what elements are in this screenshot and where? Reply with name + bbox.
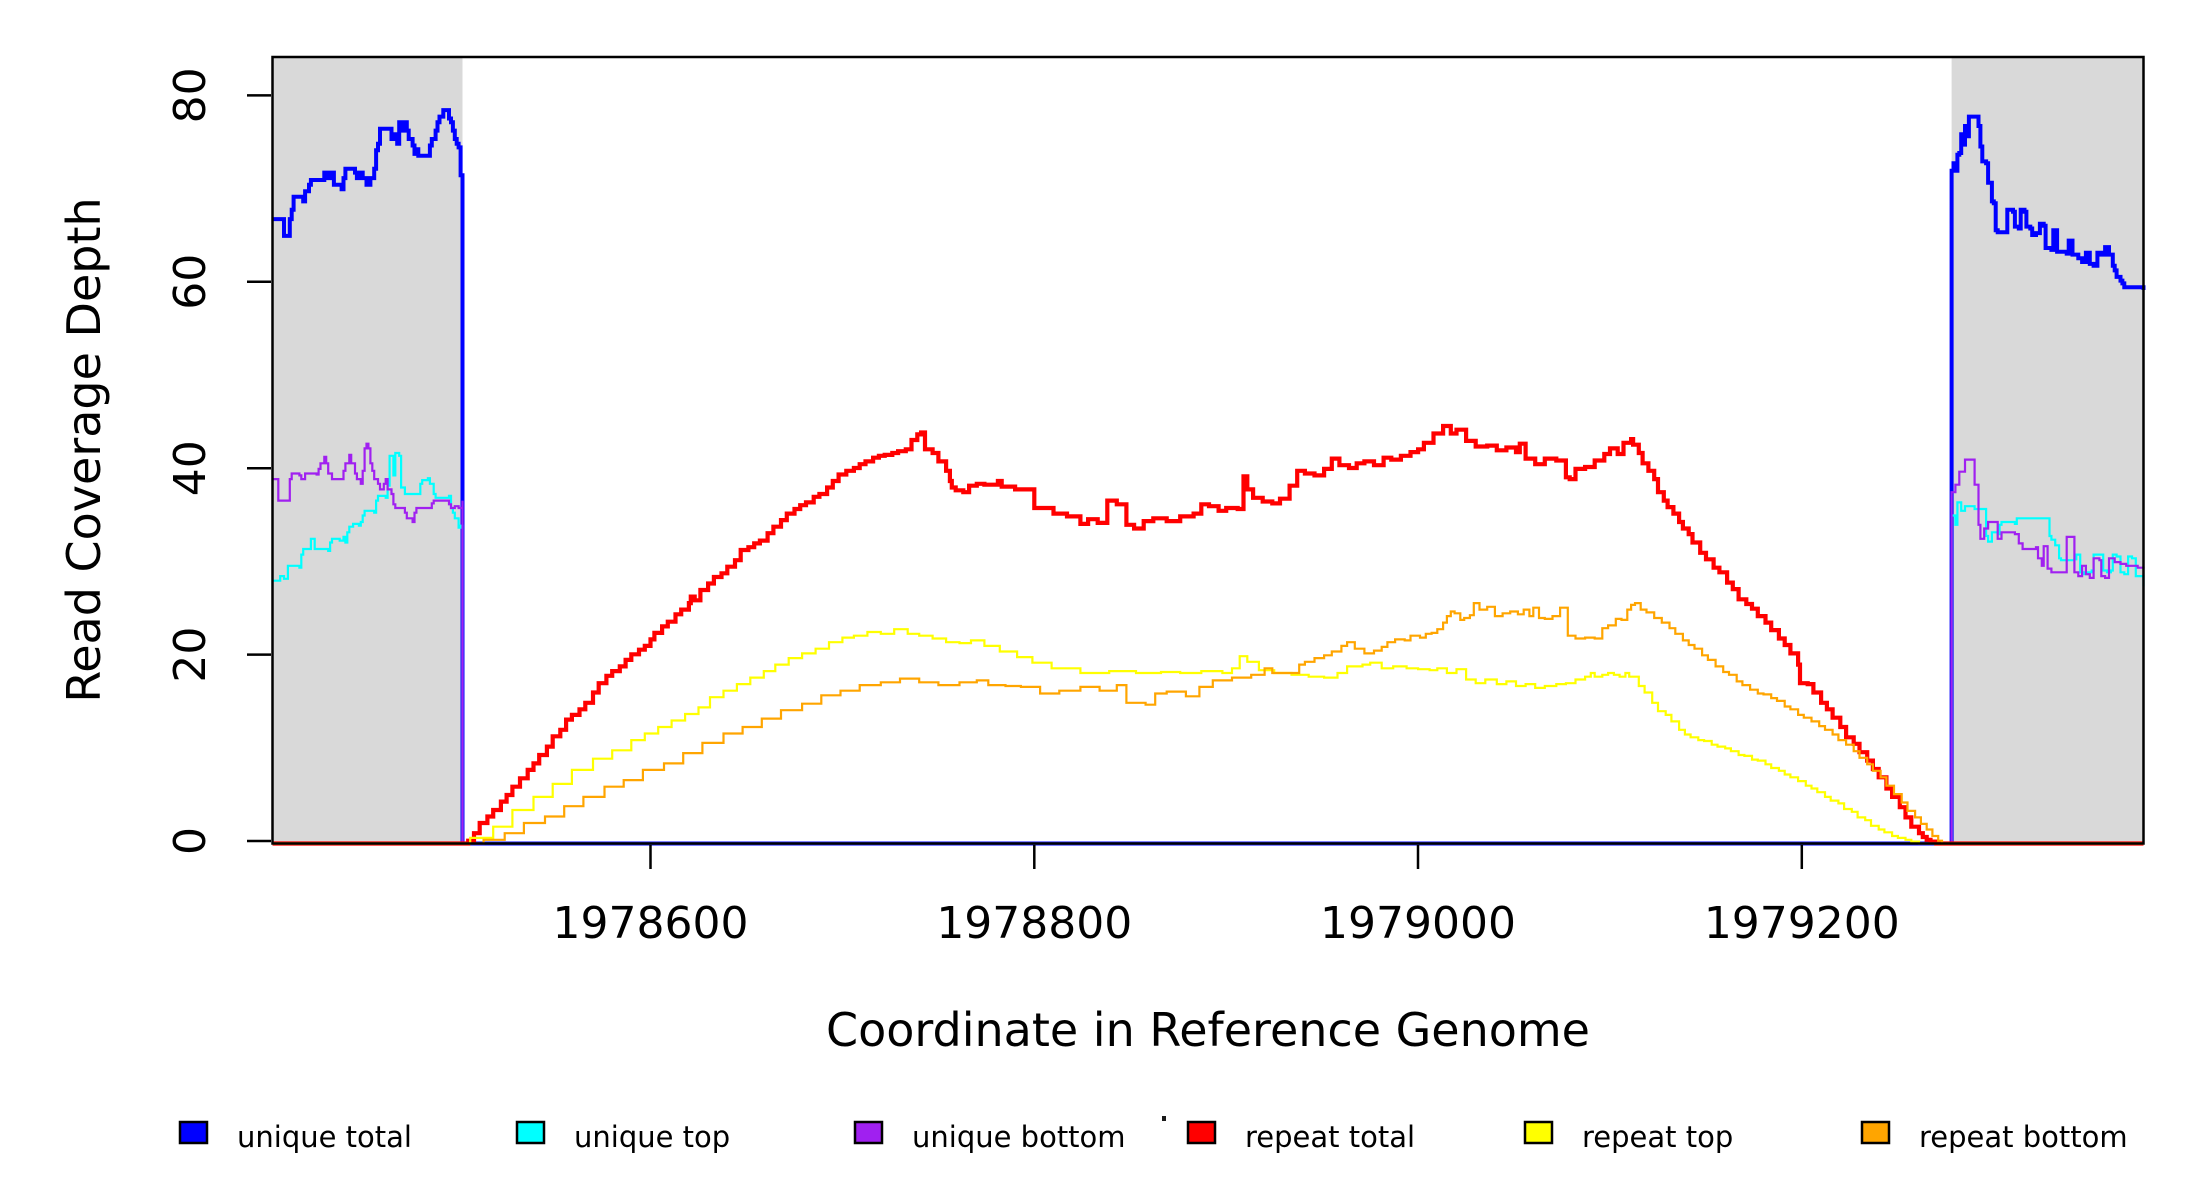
- y-tick-label: 60: [165, 254, 216, 310]
- series-lines: [272, 108, 2146, 846]
- x-axis-ticks: [649, 845, 1804, 869]
- legend-swatch-repeat-top: [1523, 1120, 1554, 1145]
- legend-item: repeat top: [1523, 1120, 1733, 1154]
- legend-swatch-unique-bottom: [853, 1120, 884, 1145]
- legend-label: repeat total: [1245, 1120, 1415, 1154]
- right-unique-flank: [1951, 58, 2144, 843]
- y-tick-label: 80: [165, 67, 216, 123]
- y-tick-label: 40: [165, 440, 216, 496]
- series-repeat-total-line: [272, 423, 2144, 846]
- series-repeat-bottom-line: [272, 602, 2144, 845]
- legend-item: unique total: [178, 1120, 412, 1154]
- legend-label: repeat bottom: [1919, 1120, 2128, 1154]
- x-tick-label: 1979000: [1320, 898, 1516, 949]
- y-axis-title: Read Coverage Depth: [57, 197, 111, 702]
- legend: unique total unique top unique bottom re…: [178, 1116, 2128, 1154]
- legend-label: unique bottom: [912, 1120, 1126, 1154]
- y-tick-label: 0: [165, 827, 216, 855]
- legend-item: unique bottom: [853, 1120, 1126, 1154]
- stray-dot: [1162, 1116, 1166, 1121]
- x-tick-label: 1978600: [553, 898, 749, 949]
- legend-swatch-unique-top: [515, 1120, 546, 1145]
- shaded-flank-regions: [272, 58, 2144, 843]
- plot-border-box: [271, 55, 2145, 845]
- series-unique-bottom-line: [272, 442, 2145, 845]
- y-axis-ticks: [247, 94, 271, 843]
- y-tick-label: 20: [165, 627, 216, 683]
- legend-item: unique top: [515, 1120, 730, 1154]
- legend-label: unique total: [237, 1120, 412, 1154]
- series-unique-total-line: [272, 108, 2146, 846]
- legend-swatch-unique-total: [178, 1120, 209, 1145]
- legend-swatch-repeat-total: [1186, 1120, 1217, 1145]
- left-unique-flank: [272, 58, 463, 843]
- x-tick-label: 1978800: [936, 898, 1132, 949]
- legend-item: repeat bottom: [1860, 1120, 2128, 1154]
- x-axis-title: Coordinate in Reference Genome: [826, 1003, 1590, 1057]
- legend-swatch-repeat-bottom: [1860, 1120, 1891, 1145]
- legend-label: repeat top: [1582, 1120, 1733, 1154]
- series-repeat-top-line: [272, 628, 2144, 845]
- x-tick-label: 1979200: [1704, 898, 1900, 949]
- legend-item: repeat total: [1186, 1120, 1415, 1154]
- legend-label: unique top: [574, 1120, 730, 1154]
